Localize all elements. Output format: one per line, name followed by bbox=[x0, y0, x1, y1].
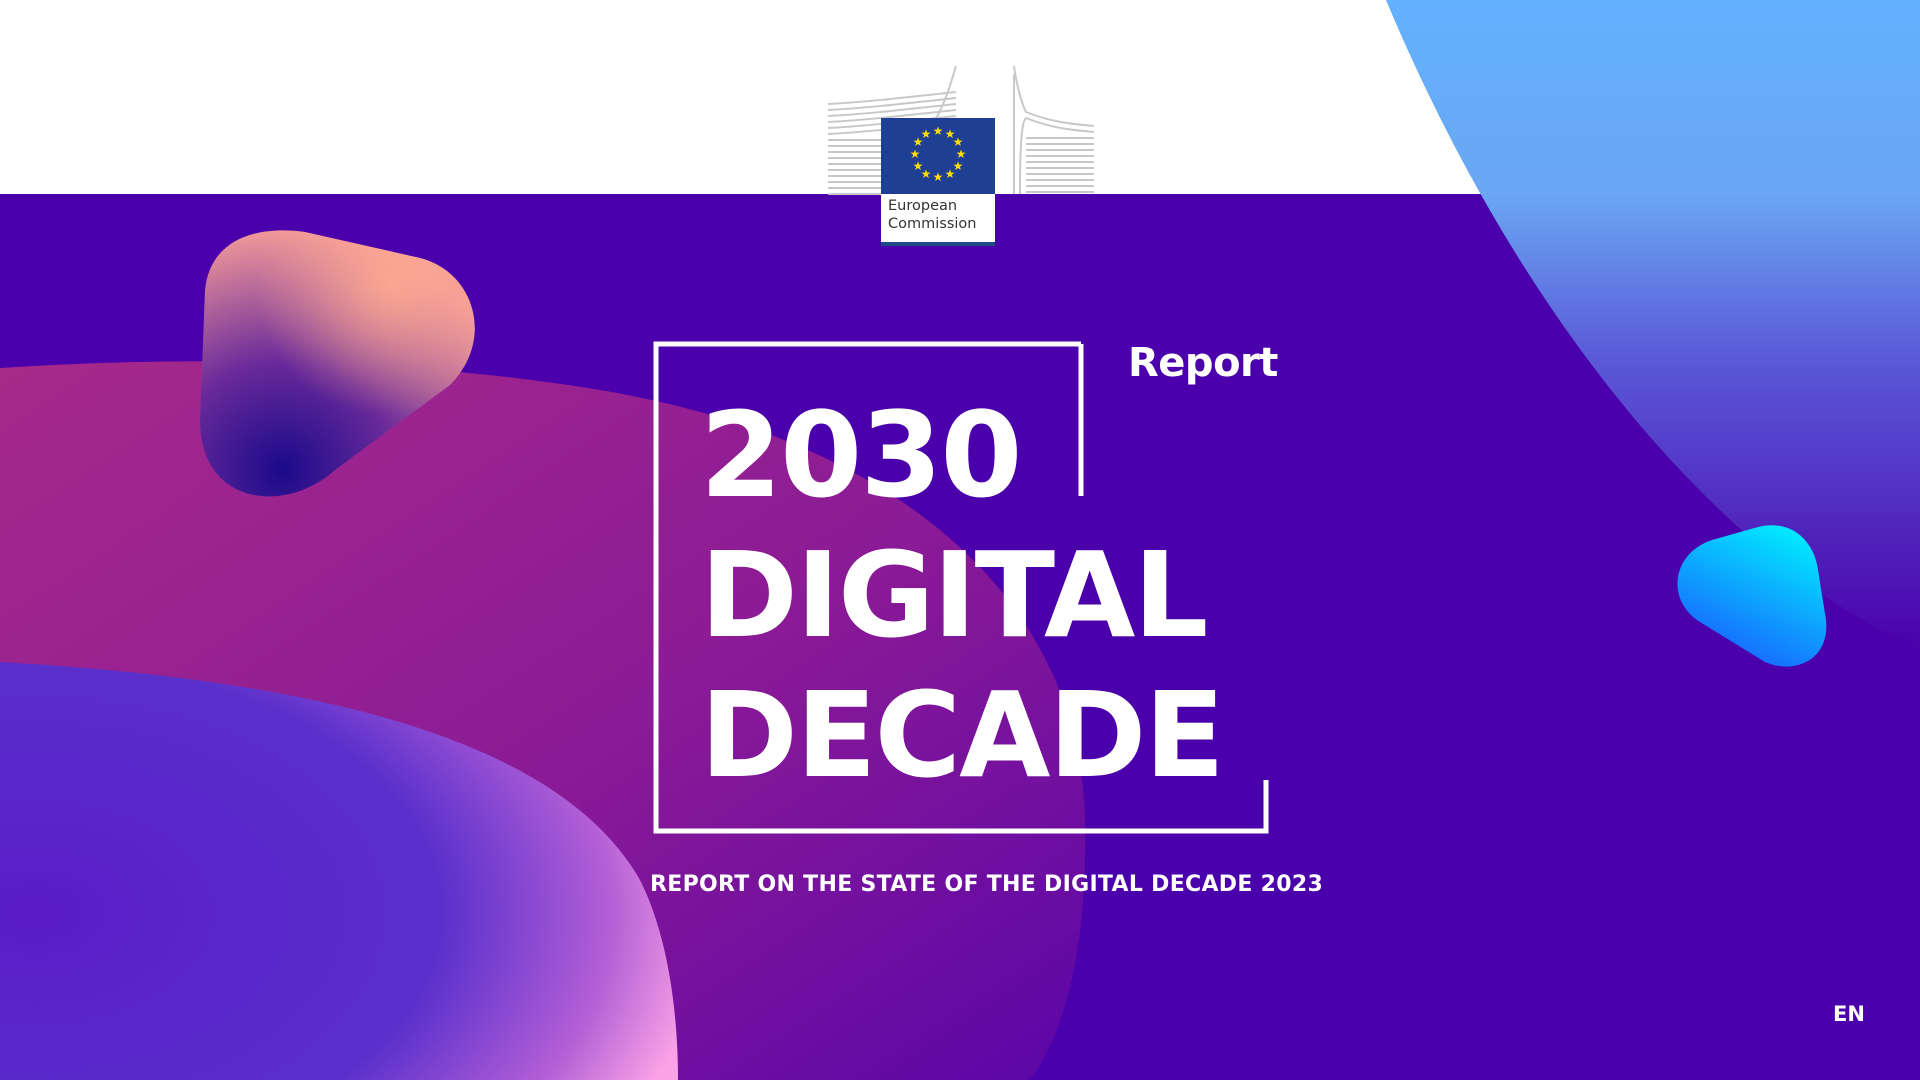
svg-text:★: ★ bbox=[933, 170, 944, 184]
title-line-digital: DIGITAL bbox=[700, 526, 1208, 664]
svg-text:★: ★ bbox=[945, 167, 956, 181]
publisher-name-line2: Commission bbox=[888, 216, 977, 232]
publisher-name: European Commission bbox=[888, 197, 976, 233]
publisher-name-line1: European bbox=[888, 198, 958, 214]
svg-text:★: ★ bbox=[921, 167, 932, 181]
svg-text:★: ★ bbox=[945, 127, 956, 141]
svg-text:★: ★ bbox=[913, 135, 924, 149]
svg-text:★: ★ bbox=[921, 127, 932, 141]
title-line-year: 2030 bbox=[700, 386, 1022, 524]
svg-text:★: ★ bbox=[933, 124, 944, 138]
svg-text:★: ★ bbox=[953, 159, 964, 173]
language-code: EN bbox=[1833, 1002, 1865, 1026]
svg-text:★: ★ bbox=[913, 159, 924, 173]
page-title: 2030 DIGITAL DECADE bbox=[700, 385, 1225, 805]
svg-text:★: ★ bbox=[910, 147, 921, 161]
european-commission-logo: ★ ★★ ★★★ ★★★ ★★★ bbox=[827, 65, 1095, 246]
report-label: Report bbox=[1128, 340, 1278, 386]
subtitle: REPORT ON THE STATE OF THE DIGITAL DECAD… bbox=[650, 872, 1324, 897]
svg-text:★: ★ bbox=[956, 147, 967, 161]
title-line-decade: DECADE bbox=[700, 666, 1225, 804]
svg-text:★: ★ bbox=[953, 135, 964, 149]
